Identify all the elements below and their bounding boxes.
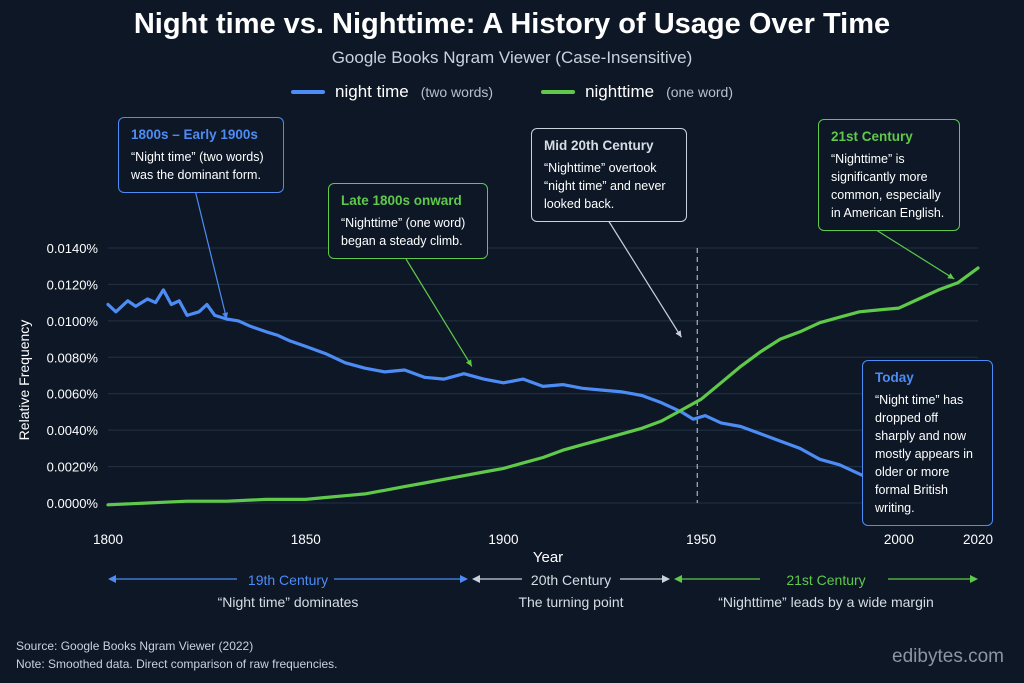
y-tick-label: 0.0000% xyxy=(47,496,99,511)
legend-label: nighttime xyxy=(585,82,655,101)
annotation-late-1800s: Late 1800s onward “Nighttime” (one word)… xyxy=(328,183,488,259)
annotation-heading: 1800s – Early 1900s xyxy=(131,127,258,142)
x-tick-label: 2020 xyxy=(963,532,993,547)
legend: night time (two words) nighttime (one wo… xyxy=(0,82,1024,102)
era-description: The turning point xyxy=(518,594,624,610)
y-tick-label: 0.0080% xyxy=(47,350,99,365)
brand-watermark: edibytes.com xyxy=(892,646,1004,667)
footer-note: Note: Smoothed data. Direct comparison o… xyxy=(16,657,338,671)
annotation-heading: 21st Century xyxy=(831,129,913,144)
y-tick-label: 0.0020% xyxy=(47,460,99,475)
era-name: 20th Century xyxy=(530,572,612,588)
y-tick-label: 0.0040% xyxy=(47,423,99,438)
annotation-connector xyxy=(194,189,228,320)
era-description: “Nighttime” leads by a wide margin xyxy=(718,594,934,610)
x-tick-label: 1850 xyxy=(291,532,321,547)
chart-grid xyxy=(108,247,978,504)
legend-item-night-time: night time (two words) xyxy=(291,82,493,102)
y-tick-label: 0.0140% xyxy=(47,241,99,256)
era-description: “Night time” dominates xyxy=(217,594,359,610)
era-20th-century: 20th Century The turning point xyxy=(472,572,670,610)
annotation-arrowhead xyxy=(675,330,682,338)
legend-label: night time xyxy=(335,82,409,101)
x-tick-label: 1800 xyxy=(93,532,123,547)
annotation-heading: Today xyxy=(875,370,914,385)
x-tick-label: 1900 xyxy=(488,532,518,547)
x-tick-labels: 1800 1850 1900 1950 2000 2020 xyxy=(93,532,993,547)
series-line-nighttime xyxy=(106,266,980,507)
annotation-arrowhead xyxy=(465,359,472,367)
footer-source: Source: Google Books Ngram Viewer (2022) xyxy=(16,639,254,653)
series-line-night-time xyxy=(106,288,980,511)
annotation-heading: Mid 20th Century xyxy=(544,138,654,153)
era-arrowhead-right xyxy=(970,575,978,583)
y-tick-label: 0.0120% xyxy=(47,277,99,292)
y-tick-label: 0.0060% xyxy=(47,387,99,402)
annotation-early-1800s: 1800s – Early 1900s “Night time” (two wo… xyxy=(118,117,284,193)
legend-note: (two words) xyxy=(420,84,494,100)
x-tick-label: 1950 xyxy=(686,532,716,547)
annotation-body: “Nighttime” (one word) began a steady cl… xyxy=(341,216,466,248)
y-tick-labels: 0.0000% 0.0020% 0.0040% 0.0060% 0.0080% 0.010… xyxy=(47,241,99,511)
annotation-arrowhead xyxy=(222,312,229,320)
era-21st-century: 21st Century “Nighttime” leads by a wide… xyxy=(674,572,978,610)
annotation-connector xyxy=(405,258,473,367)
chart-title: Night time vs. Nighttime: A History of U… xyxy=(133,8,891,40)
annotation-today: Today “Night time” has dropped off sharp… xyxy=(862,360,993,526)
annotation-heading: Late 1800s onward xyxy=(341,193,462,208)
era-arrowhead-left xyxy=(472,575,480,583)
annotation-body: “Nighttime” overtook “night time” and ne… xyxy=(544,161,666,211)
chart-series xyxy=(106,266,980,511)
annotation-21st-century: 21st Century “Nighttime” is significantl… xyxy=(818,119,960,231)
annotation-mid-20th: Mid 20th Century “Nighttime” overtook “n… xyxy=(531,128,687,222)
era-arrowhead-left xyxy=(674,575,682,583)
era-name: 19th Century xyxy=(247,572,329,588)
annotation-body: “Night time” (two words) was the dominan… xyxy=(131,150,264,182)
annotation-arrowhead xyxy=(947,273,955,279)
era-arrowhead-right xyxy=(662,575,670,583)
era-arrowhead-left xyxy=(108,575,116,583)
annotation-connector xyxy=(607,219,682,338)
x-axis-label: Year xyxy=(533,549,563,566)
era-arrowhead-right xyxy=(460,575,468,583)
era-19th-century: 19th Century “Night time” dominates xyxy=(108,572,468,610)
annotation-connector xyxy=(872,227,955,280)
chart-subtitle: Google Books Ngram Viewer (Case-Insensit… xyxy=(331,48,693,67)
era-name: 21st Century xyxy=(786,572,866,588)
annotation-connectors xyxy=(194,189,955,492)
y-tick-label: 0.0100% xyxy=(47,314,99,329)
y-axis-label: Relative Frequency xyxy=(16,320,32,441)
legend-swatch-nighttime xyxy=(541,90,576,94)
legend-swatch-night-time xyxy=(291,90,326,94)
annotation-body: “Nighttime” is significantly more common… xyxy=(831,152,945,220)
x-tick-label: 2000 xyxy=(884,532,914,547)
legend-note: (one word) xyxy=(666,84,733,100)
era-arrows xyxy=(108,575,978,583)
annotation-body: “Night time” has dropped off sharply and… xyxy=(875,393,973,515)
legend-item-nighttime: nighttime (one word) xyxy=(541,82,733,102)
